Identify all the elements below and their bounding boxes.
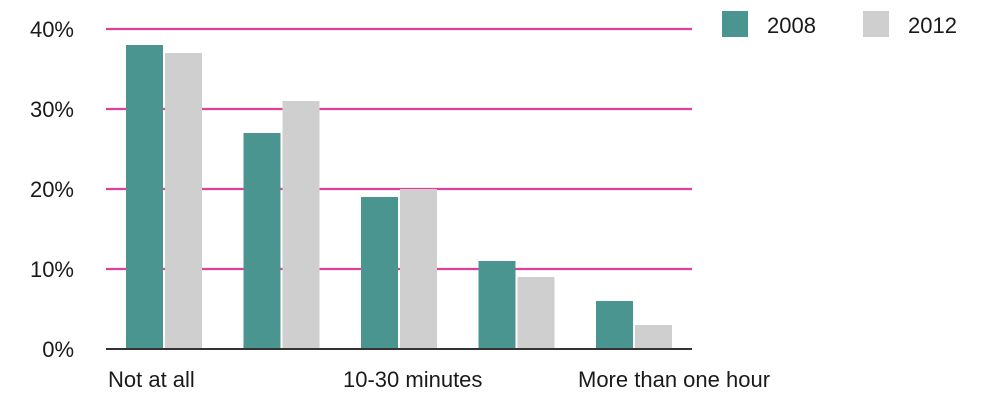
y-tick-label: 0% (42, 337, 74, 362)
legend-label: 2012 (908, 13, 957, 38)
bar-2008-2 (361, 197, 398, 349)
y-tick-label: 40% (30, 17, 74, 42)
bar-2008-1 (243, 133, 281, 349)
y-axis-ticks: 0% 10% 20% 30% 40% (30, 17, 74, 362)
y-tick-label: 20% (30, 177, 74, 202)
bar-2012-2 (400, 189, 437, 349)
legend-swatch-2012 (863, 11, 889, 37)
bar-2008-3 (478, 261, 516, 349)
legend-label: 2008 (767, 13, 816, 38)
gridlines (106, 27, 692, 271)
x-axis-categories: Not at all 10-30 minutes More than one hou… (108, 367, 770, 392)
bars (126, 45, 672, 349)
y-tick-label: 10% (30, 257, 74, 282)
bar-2008-4 (596, 301, 633, 349)
bar-2012-3 (517, 277, 555, 349)
bar-2012-4 (635, 325, 672, 349)
bar-2012-0 (165, 53, 202, 349)
legend: 2008 2012 (722, 11, 957, 38)
legend-swatch-2008 (722, 11, 748, 37)
x-category-label: More than one hour (578, 367, 770, 392)
bar-2008-0 (126, 45, 163, 349)
x-category-label: 10-30 minutes (343, 367, 482, 392)
x-category-label: Not at all (108, 367, 195, 392)
bar-2012-1 (282, 101, 320, 349)
y-tick-label: 30% (30, 97, 74, 122)
